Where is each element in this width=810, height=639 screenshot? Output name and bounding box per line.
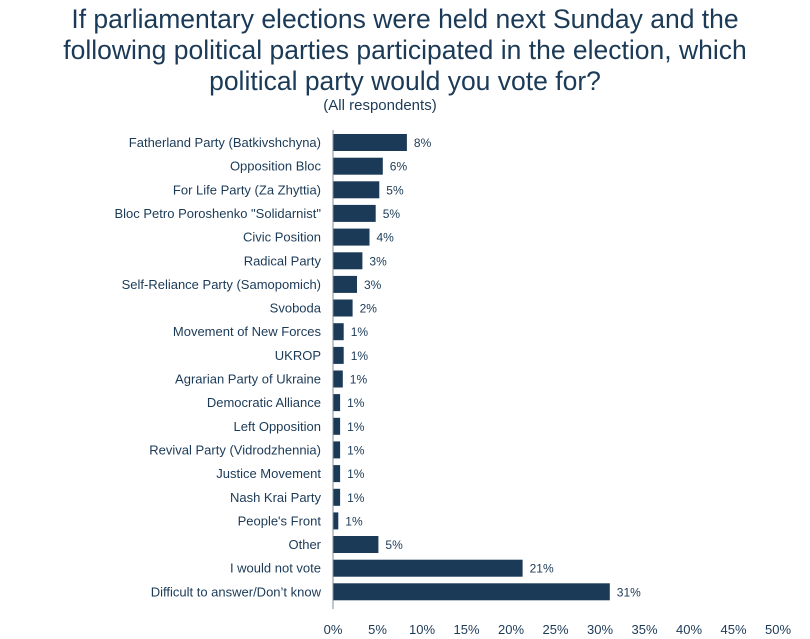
bar xyxy=(333,512,338,529)
category-label: Revival Party (Vidrodzhennia) xyxy=(149,442,321,457)
bar xyxy=(333,229,370,246)
bar xyxy=(333,181,379,198)
data-label: 1% xyxy=(350,373,368,387)
data-label: 2% xyxy=(360,302,378,316)
x-tick-label: 30% xyxy=(587,622,613,637)
data-label: 1% xyxy=(347,443,365,457)
data-label: 5% xyxy=(383,207,401,221)
data-label: 8% xyxy=(414,136,432,150)
x-tick-label: 25% xyxy=(542,622,568,637)
bar xyxy=(333,536,378,553)
bar xyxy=(333,465,340,482)
x-tick-label: 5% xyxy=(368,622,387,637)
bar xyxy=(333,252,362,269)
data-label: 3% xyxy=(364,278,382,292)
category-label: Civic Position xyxy=(243,230,321,245)
data-label: 3% xyxy=(369,254,387,268)
category-label: Movement of New Forces xyxy=(173,324,322,339)
bar xyxy=(333,489,340,506)
bar xyxy=(333,158,383,175)
category-label: I would not vote xyxy=(230,561,321,576)
category-label: Bloc Petro Poroshenko "Solidarnist" xyxy=(114,206,321,221)
data-label: 1% xyxy=(347,491,365,505)
x-tick-label: 40% xyxy=(676,622,702,637)
category-label: Agrarian Party of Ukraine xyxy=(175,372,321,387)
data-label: 1% xyxy=(351,325,369,339)
x-tick-label: 20% xyxy=(498,622,524,637)
category-label: People's Front xyxy=(238,513,322,528)
category-label: Left Opposition xyxy=(234,419,321,434)
bar xyxy=(333,583,610,600)
data-label: 5% xyxy=(386,183,404,197)
x-tick-label: 15% xyxy=(453,622,479,637)
data-label: 31% xyxy=(617,585,641,599)
data-label: 1% xyxy=(351,349,369,363)
data-label: 6% xyxy=(390,160,408,174)
bar xyxy=(333,134,407,151)
category-label: Radical Party xyxy=(244,253,322,268)
bar xyxy=(333,371,343,388)
x-tick-label: 45% xyxy=(720,622,746,637)
category-label: Opposition Bloc xyxy=(230,159,322,174)
category-label: Fatherland Party (Batkivshchyna) xyxy=(129,135,321,150)
data-label: 1% xyxy=(347,467,365,481)
bar xyxy=(333,276,357,293)
bar xyxy=(333,323,344,340)
x-tick-label: 50% xyxy=(765,622,791,637)
x-tick-label: 10% xyxy=(409,622,435,637)
bar xyxy=(333,418,340,435)
category-label: Other xyxy=(288,537,321,552)
data-label: 1% xyxy=(345,514,363,528)
x-tick-label: 35% xyxy=(631,622,657,637)
data-label: 4% xyxy=(377,231,395,245)
bar xyxy=(333,205,376,222)
category-label: Democratic Alliance xyxy=(207,395,321,410)
data-label: 5% xyxy=(385,538,403,552)
bar xyxy=(333,347,344,364)
bar xyxy=(333,394,340,411)
data-label: 1% xyxy=(347,396,365,410)
category-label: Self-Reliance Party (Samopomich) xyxy=(122,277,321,292)
category-label: UKROP xyxy=(275,348,321,363)
bar xyxy=(333,300,353,317)
data-label: 21% xyxy=(530,562,554,576)
category-label: Svoboda xyxy=(270,301,322,316)
category-label: Difficult to answer/Don’t know xyxy=(151,584,322,599)
category-label: Justice Movement xyxy=(216,466,321,481)
bar xyxy=(333,560,523,577)
x-tick-label: 0% xyxy=(324,622,343,637)
data-label: 1% xyxy=(347,420,365,434)
bar xyxy=(333,441,340,458)
category-label: For Life Party (Za Zhyttia) xyxy=(173,182,321,197)
category-label: Nash Krai Party xyxy=(230,490,322,505)
